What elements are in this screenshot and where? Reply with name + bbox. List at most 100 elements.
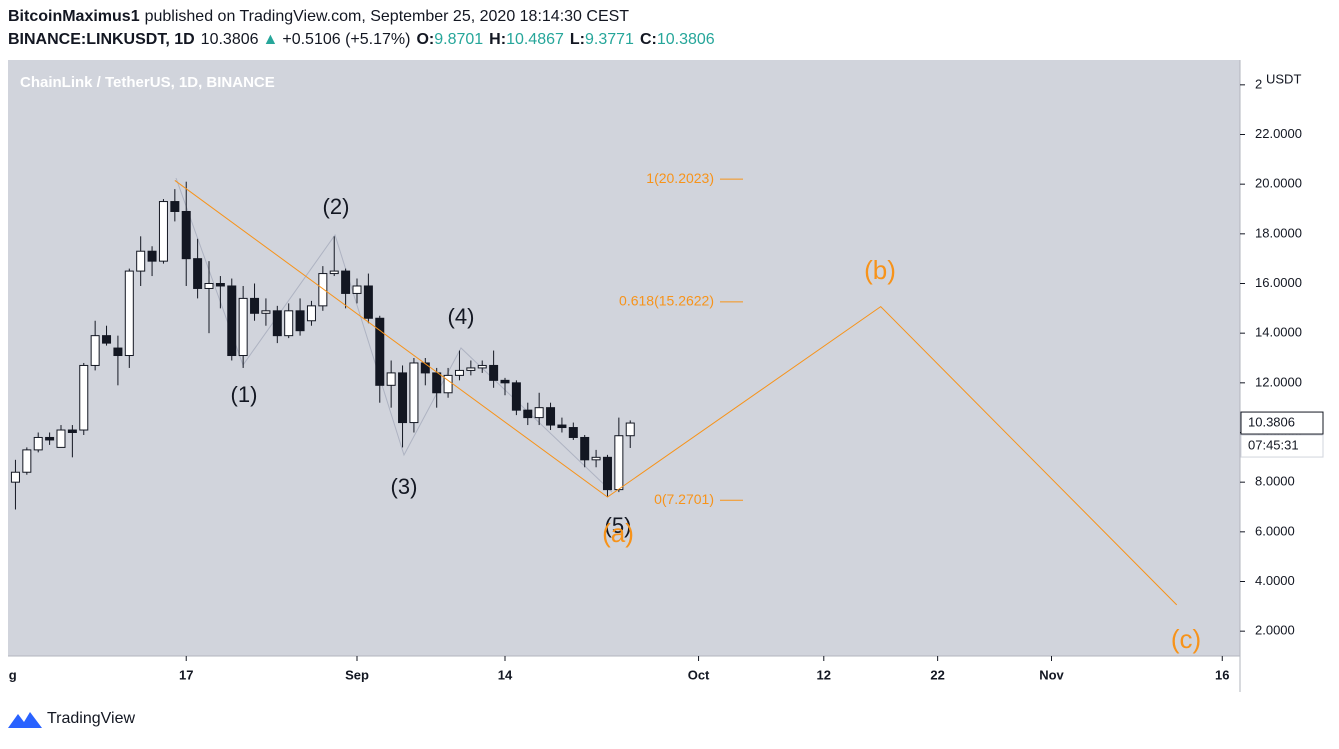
candle-body bbox=[534, 407, 544, 419]
x-tick-label: Aug bbox=[0, 667, 17, 682]
candle-body bbox=[580, 436, 590, 461]
candle-body bbox=[546, 407, 556, 426]
last: 10.3806 bbox=[201, 31, 259, 48]
plot: 1(20.2023) 0.618(15.2622) 0(7.2701) (1) (2) (… bbox=[10, 170, 1201, 654]
candle-body bbox=[602, 456, 612, 491]
wave-label: (4) bbox=[448, 304, 475, 329]
arrow: ▲ bbox=[263, 31, 279, 48]
candle-body bbox=[568, 427, 578, 438]
candle-body bbox=[500, 379, 510, 384]
h-label: H: bbox=[489, 31, 506, 48]
candle-body bbox=[113, 347, 123, 357]
candle-body bbox=[295, 310, 305, 332]
time-axis: Aug 17 Sep 14 Oct 12 22 Nov 16 bbox=[0, 656, 1229, 682]
wave-label: (b) bbox=[864, 255, 896, 285]
fib-label: 1(20.2023) bbox=[646, 170, 714, 186]
price-tag-label: 10.3806 bbox=[1248, 414, 1295, 429]
x-tick-label: 17 bbox=[179, 667, 193, 682]
y-tick-label: 4.0000 bbox=[1255, 573, 1295, 588]
candle-body bbox=[466, 367, 476, 371]
countdown: 07:45:31 bbox=[1248, 437, 1299, 452]
wave-label: (5) bbox=[605, 513, 632, 538]
candle-body bbox=[398, 372, 408, 424]
candle-body bbox=[90, 335, 100, 366]
candle-body bbox=[306, 305, 316, 322]
y-tick-label: 2 bbox=[1255, 76, 1262, 91]
candle-body bbox=[238, 297, 248, 357]
y-tick-label: 6.0000 bbox=[1255, 523, 1295, 538]
x-tick-label: Nov bbox=[1039, 667, 1064, 682]
candle-body bbox=[22, 449, 32, 473]
candle-body bbox=[193, 258, 203, 289]
o-label: O: bbox=[416, 31, 434, 48]
candle-body bbox=[33, 436, 43, 451]
candle-body bbox=[181, 210, 191, 260]
candle-body bbox=[375, 317, 385, 386]
y-tick-label: 18.0000 bbox=[1255, 225, 1302, 240]
wave-label: (a) bbox=[602, 518, 634, 548]
candle-body bbox=[352, 285, 362, 294]
header-line1: BitcoinMaximus1 published on TradingView.… bbox=[8, 8, 629, 25]
open: 9.8701 bbox=[434, 31, 483, 48]
low: 9.3771 bbox=[585, 31, 634, 48]
x-tick-label: 12 bbox=[817, 667, 831, 682]
candle-body bbox=[386, 372, 396, 386]
candle-body bbox=[56, 429, 66, 448]
candle-body bbox=[489, 364, 499, 381]
y-tick-label: 20.0000 bbox=[1255, 176, 1302, 191]
fib-label: 0(7.2701) bbox=[654, 491, 714, 507]
candle-body bbox=[477, 364, 487, 369]
y-unit: USDT bbox=[1266, 71, 1301, 86]
published: published on TradingView.com, September … bbox=[145, 8, 630, 25]
candle-body bbox=[329, 270, 339, 275]
countdown-box bbox=[1240, 434, 1324, 458]
candle-body bbox=[557, 424, 567, 429]
candle-body bbox=[102, 335, 112, 344]
y-tick-label: 16.0000 bbox=[1255, 275, 1302, 290]
candle-body bbox=[523, 409, 533, 419]
symbol: BINANCE:LINKUSDT, 1D bbox=[8, 31, 195, 48]
x-tick-label: Oct bbox=[688, 667, 710, 682]
c-label: C: bbox=[640, 31, 657, 48]
candle-body bbox=[284, 310, 294, 337]
candle-body bbox=[10, 471, 20, 483]
candle-body bbox=[124, 270, 134, 357]
candle-body bbox=[261, 310, 271, 314]
author: BitcoinMaximus1 bbox=[8, 8, 140, 25]
high: 10.4867 bbox=[506, 31, 564, 48]
candle-body bbox=[45, 436, 55, 441]
candle-body bbox=[614, 435, 624, 491]
candle-body bbox=[443, 374, 453, 394]
candle-body bbox=[67, 429, 77, 433]
price-tag bbox=[1240, 411, 1324, 435]
y-tick-label: 14.0000 bbox=[1255, 325, 1302, 340]
candle-body bbox=[158, 201, 168, 262]
change: +0.5106 (+5.17%) bbox=[282, 31, 410, 48]
candle-body bbox=[227, 285, 237, 357]
candle-body bbox=[204, 283, 214, 289]
wave-label: (3) bbox=[391, 474, 418, 499]
candle-body bbox=[625, 422, 635, 437]
wave-label: (c) bbox=[1171, 624, 1201, 654]
candle-body bbox=[170, 201, 180, 212]
y-tick-label: 22.0000 bbox=[1255, 126, 1302, 141]
candle-body bbox=[409, 362, 419, 424]
candle-body bbox=[136, 250, 146, 272]
candle-body bbox=[215, 283, 225, 287]
chart-title: ChainLink / TetherUS, 1D, BINANCE bbox=[20, 74, 275, 91]
x-tick-label: 16 bbox=[1215, 667, 1229, 682]
price-axis-bg bbox=[1240, 60, 1330, 692]
projection-line bbox=[174, 180, 1178, 606]
brand: TradingView bbox=[47, 710, 135, 727]
l-label: L: bbox=[570, 31, 585, 48]
candle-body bbox=[272, 310, 282, 337]
wave-label: (1) bbox=[231, 382, 258, 407]
logo: TradingView bbox=[8, 710, 135, 728]
fib-label: 0.618(15.2622) bbox=[619, 293, 714, 309]
candle-body bbox=[420, 362, 430, 374]
candle-body bbox=[250, 297, 260, 314]
candle-body bbox=[341, 270, 351, 294]
candle-body bbox=[79, 364, 89, 431]
candle-body bbox=[147, 250, 157, 262]
